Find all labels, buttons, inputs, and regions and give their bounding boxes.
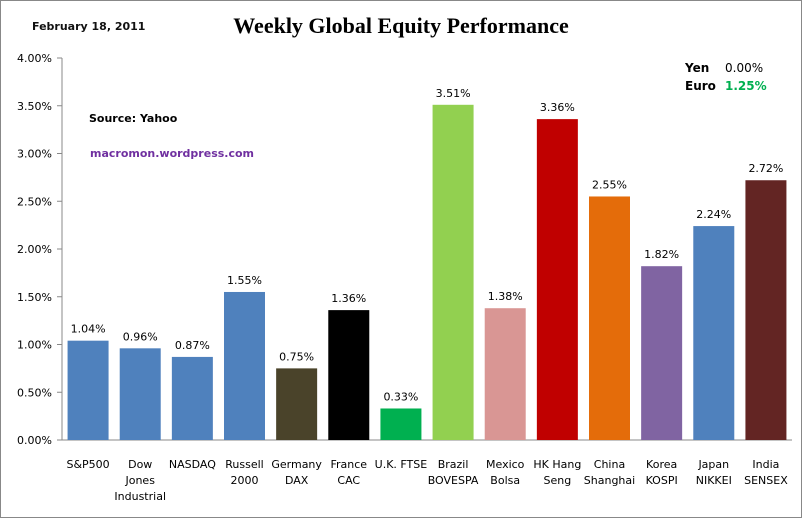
x-tick-label: HK Hang [533,458,581,471]
bar [224,291,265,440]
data-label: 3.51% [436,87,471,100]
x-tick-label: NIKKEI [696,474,732,487]
x-tick-label: Shanghai [584,474,635,487]
bar [119,348,161,440]
data-label: 3.36% [540,101,575,114]
x-tick-label: CAC [337,474,360,487]
x-tick-label: Industrial [114,490,166,503]
bar [484,308,526,440]
bar [171,356,213,440]
x-tick-label: NASDAQ [169,458,216,471]
x-tick-label: Bolsa [490,474,520,487]
x-tick-label: S&P500 [66,458,109,471]
x-tick-label: Mexico [486,458,525,471]
x-tick-label: DAX [285,474,309,487]
x-tick-label: Germany [271,458,322,471]
bar [380,408,422,440]
x-tick-label: SENSEX [744,474,788,487]
site-label: macromon.wordpress.com [90,147,255,160]
x-tick-label: Dow [128,458,152,471]
data-label: 1.36% [331,292,366,305]
data-label: 2.55% [592,178,627,191]
x-tick-label: France [330,458,367,471]
y-tick-label: 3.50% [17,100,52,113]
bar [589,196,630,440]
chart-title: Weekly Global Equity Performance [233,13,569,38]
y-tick-label: 2.50% [17,195,52,208]
bar [328,310,370,440]
x-tick-label: China [594,458,625,471]
fx-box: Yen 0.00% Euro 1.25% [685,61,767,97]
euro-label: Euro [685,79,716,93]
yen-value: 0.00% [725,61,764,75]
bar [67,340,109,440]
bar [432,104,474,441]
y-tick-label: 0.50% [17,386,52,399]
data-label: 0.87% [175,339,210,352]
x-tick-label: India [752,458,779,471]
data-label: 1.55% [227,274,262,287]
data-label: 2.72% [748,162,783,175]
data-label: 2.24% [696,208,731,221]
data-label: 0.96% [123,330,158,343]
y-tick-label: 1.00% [17,339,52,352]
bar [745,180,787,441]
x-tick-label: Brazil [438,458,469,471]
data-label: 1.04% [71,323,106,336]
x-tick-label: KOSPI [646,474,678,487]
data-label: 1.38% [488,290,523,303]
bar [693,226,735,440]
y-tick-label: 2.00% [17,243,52,256]
yen-label: Yen [685,61,710,75]
x-tick-label: Korea [646,458,677,471]
y-tick-label: 3.00% [17,148,52,161]
y-tick-label: 1.50% [17,291,52,304]
y-tick-label: 0.00% [17,434,52,447]
date-label: February 18, 2011 [32,20,146,33]
euro-value: 1.25% [725,79,767,93]
x-tick-label: 2000 [231,474,259,487]
source-label: Source: Yahoo [89,112,178,125]
data-label: 1.82% [644,248,679,261]
x-tick-label: U.K. FTSE [375,458,428,471]
y-tick-label: 4.00% [17,52,52,65]
x-tick-label: Japan [697,458,729,471]
bar [641,266,683,440]
x-tick-label: Seng [543,474,571,487]
bar [276,368,318,440]
bar [536,119,578,441]
x-tick-label: Jones [124,474,155,487]
x-tick-label: BOVESPA [428,474,479,487]
data-label: 0.75% [279,350,314,363]
x-tick-label: Russell [225,458,263,471]
data-label: 0.33% [383,390,418,403]
